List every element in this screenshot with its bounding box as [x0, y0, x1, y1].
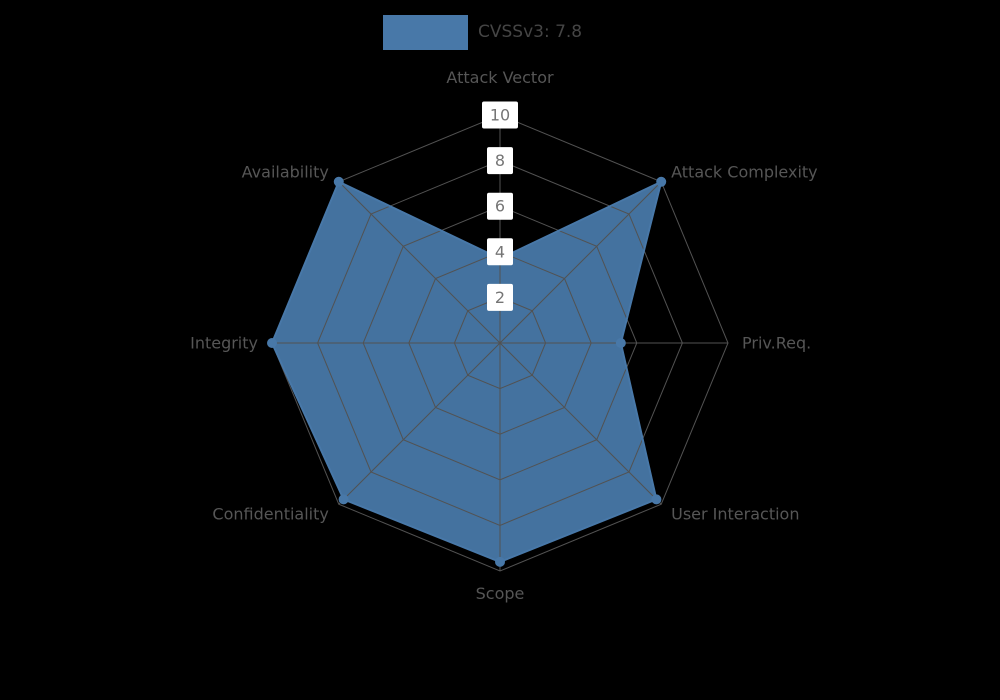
axis-label-integrity: Integrity — [190, 334, 258, 353]
radar-tick-label: 4 — [495, 242, 505, 261]
axis-label-attack-complexity: Attack Complexity — [671, 162, 818, 181]
radar-tick-label: 2 — [495, 288, 505, 307]
radar-tick-box — [487, 192, 513, 220]
radar-vertex-dot — [333, 176, 344, 187]
radar-tick-box — [487, 238, 513, 266]
radar-vertex-dot — [656, 176, 667, 187]
radar-vertex-dot — [338, 494, 349, 505]
radar-spoke — [338, 342, 501, 505]
radar-vertex-dot — [615, 338, 626, 348]
axis-label-confidentiality: Confidentiality — [212, 505, 328, 524]
radar-vertex-dot — [495, 556, 505, 567]
radar-tick-label: 10 — [490, 106, 510, 125]
axis-label-scope: Scope — [476, 584, 525, 603]
radar-tick-box — [487, 147, 513, 175]
radar-tick-label: 8 — [495, 151, 505, 170]
legend-swatch — [383, 15, 468, 50]
radar-vertex-dot — [651, 494, 662, 505]
radar-spoke — [338, 181, 501, 344]
radar-spoke — [499, 181, 662, 344]
axis-label-user-interaction: User Interaction — [671, 505, 799, 524]
axis-label-priv-req: Priv.Req. — [742, 334, 811, 353]
legend: CVSSv3: 7.8 — [383, 15, 582, 50]
radar-tick-box — [482, 101, 518, 129]
radar-spoke — [499, 342, 662, 505]
axis-label-availability: Availability — [242, 162, 329, 181]
radar-tick-label: 6 — [495, 197, 505, 216]
radar-tick-box — [487, 283, 513, 311]
legend-label: CVSSv3: 7.8 — [478, 22, 583, 42]
axis-label-attack-vector: Attack Vector — [446, 68, 554, 87]
radar-vertex-dot — [267, 338, 277, 348]
